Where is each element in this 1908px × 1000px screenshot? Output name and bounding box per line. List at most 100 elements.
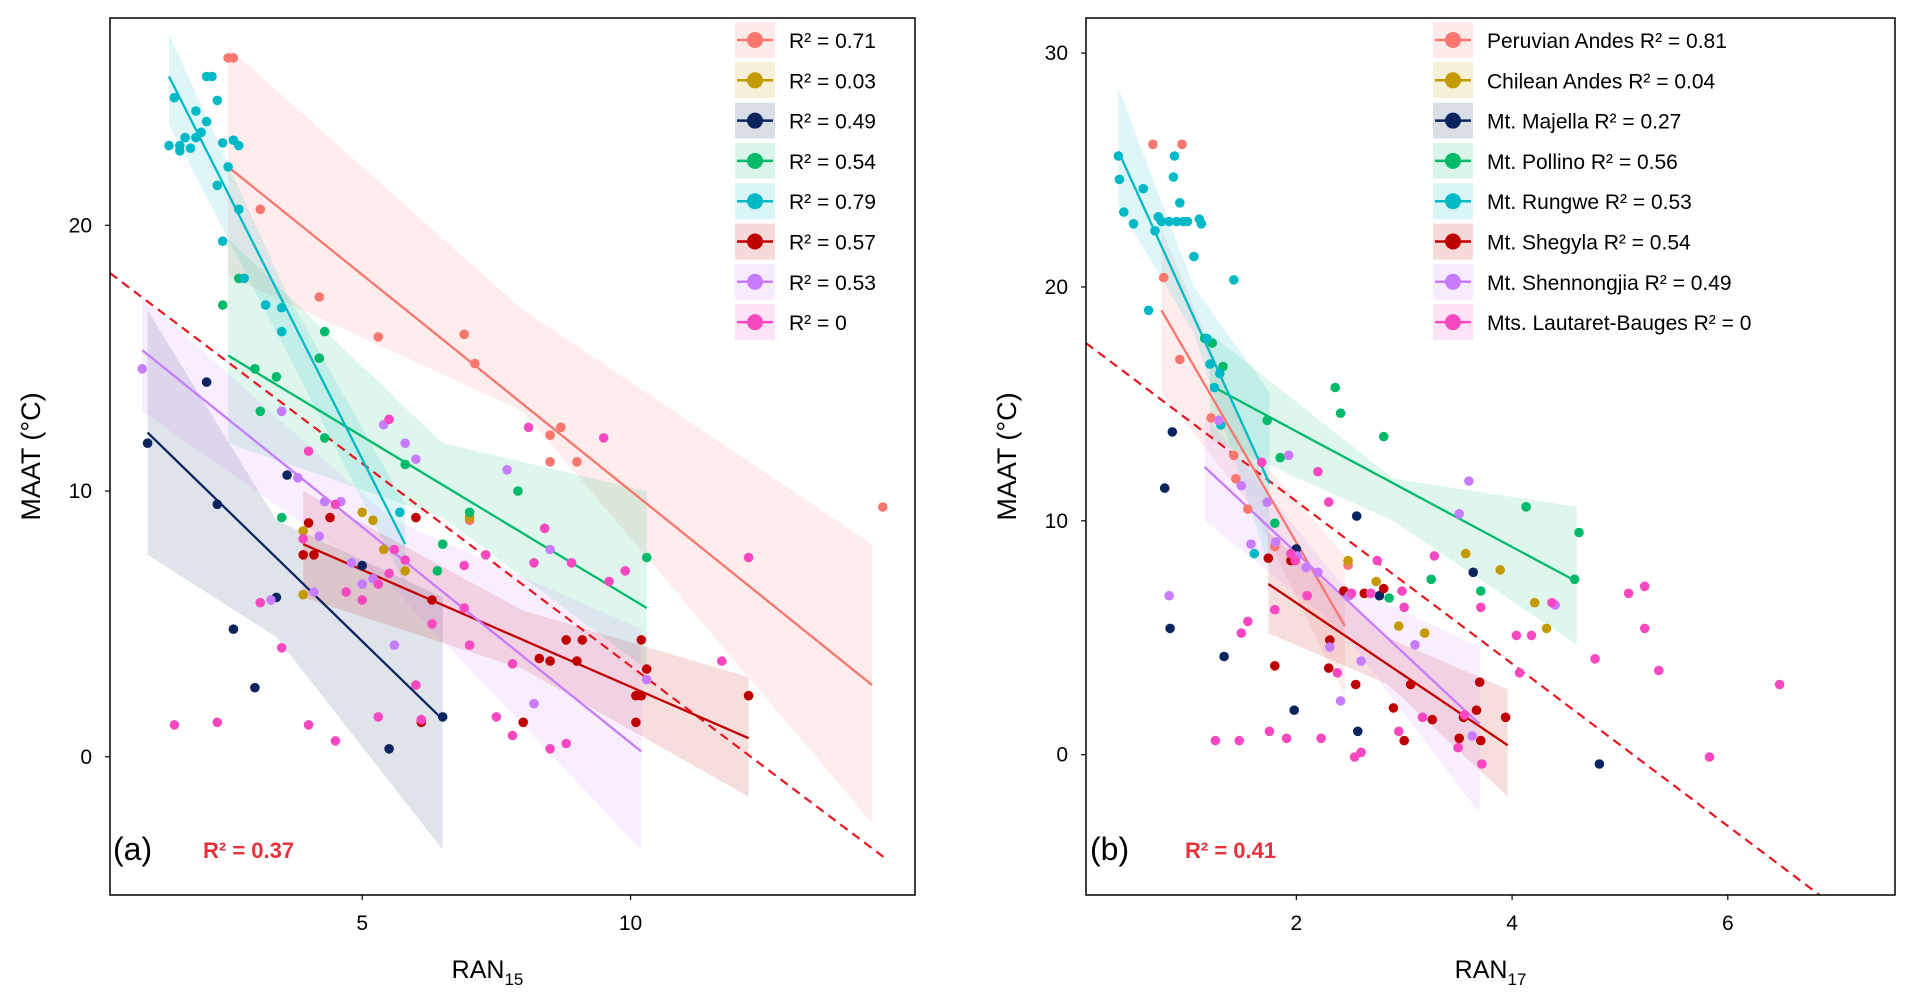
point-r-0 bbox=[717, 656, 727, 666]
point-peruvian-andes-r-0-81 bbox=[1148, 139, 1158, 150]
point-r-0 bbox=[620, 566, 630, 576]
point-mt-majella-r-0-27 bbox=[1289, 705, 1299, 715]
point-r-0 bbox=[357, 595, 368, 605]
point-r-0-54 bbox=[464, 507, 475, 518]
point-r-0-71 bbox=[459, 329, 470, 340]
point-r-0-53 bbox=[545, 544, 555, 555]
point-r-0-57 bbox=[518, 717, 528, 728]
point-r-0 bbox=[598, 433, 609, 443]
x-tick-label: 5 bbox=[356, 912, 368, 935]
point-mt-shegyla-r-0-54 bbox=[1263, 553, 1274, 563]
legend-entry-r-0-79: R² = 0.79 bbox=[735, 183, 876, 220]
point-r-0-54 bbox=[271, 372, 282, 382]
panel-b-x-axis-label: RAN17 bbox=[1455, 956, 1527, 989]
ci-band-mt-rungwe-r-0-53 bbox=[1118, 88, 1270, 568]
point-r-0-03 bbox=[357, 507, 368, 518]
point-r-0-54 bbox=[314, 353, 325, 364]
legend-entry-r-0-03: R² = 0.03 bbox=[735, 62, 876, 99]
fit-line-r-0-49 bbox=[146, 431, 444, 721]
point-r-0 bbox=[330, 499, 341, 510]
legend-label: R² = 0.79 bbox=[789, 191, 876, 214]
point-r-0-71 bbox=[545, 457, 555, 467]
point-mt-rungwe-r-0-53 bbox=[1143, 305, 1154, 316]
point-chilean-andes-r-0-04 bbox=[1371, 576, 1381, 587]
point-r-0-79 bbox=[234, 204, 244, 215]
point-mt-pollino-r-0-56 bbox=[1574, 527, 1584, 538]
point-mts-lautaret-bauges-r-0 bbox=[1547, 597, 1557, 608]
point-r-0-49 bbox=[282, 470, 292, 480]
legend-label: Mt. Shegyla R² = 0.54 bbox=[1487, 232, 1691, 255]
point-mts-lautaret-bauges-r-0 bbox=[1476, 602, 1486, 613]
point-r-0-53 bbox=[276, 406, 287, 417]
legend-key-marker bbox=[747, 112, 763, 129]
point-r-0 bbox=[464, 640, 475, 650]
panel-b-x-ticks: 2 4 6 bbox=[1290, 895, 1734, 935]
point-r-0-71 bbox=[545, 430, 555, 441]
point-r-0-57 bbox=[561, 635, 571, 645]
point-r-0-54 bbox=[319, 326, 330, 337]
panel-a-overall-fit bbox=[110, 272, 889, 862]
point-mt-pollino-r-0-56 bbox=[1330, 382, 1340, 393]
point-mts-lautaret-bauges-r-0 bbox=[1394, 726, 1404, 737]
point-mt-rungwe-r-0-53 bbox=[1113, 151, 1124, 161]
point-mt-shennongjia-r-0-49 bbox=[1301, 562, 1311, 573]
point-r-0-53 bbox=[529, 698, 539, 709]
point-r-0 bbox=[743, 552, 754, 563]
point-r-0-71 bbox=[228, 53, 239, 63]
panel-a-y-ticks: 0 10 20 bbox=[69, 214, 110, 769]
point-mt-pollino-r-0-56 bbox=[1569, 574, 1580, 585]
point-r-0-79 bbox=[217, 236, 228, 246]
fit-line-r-0-71 bbox=[227, 165, 873, 686]
point-r-0 bbox=[459, 603, 470, 613]
point-mt-shegyla-r-0-54 bbox=[1378, 583, 1389, 594]
point-r-0-03 bbox=[368, 515, 378, 526]
legend-label: Mt. Majella R² = 0.27 bbox=[1487, 111, 1681, 134]
point-r-0-49 bbox=[250, 682, 260, 693]
point-mt-pollino-r-0-56 bbox=[1275, 452, 1285, 463]
point-mts-lautaret-bauges-r-0 bbox=[1243, 616, 1253, 627]
panel-a-points bbox=[137, 53, 888, 754]
legend-key-marker bbox=[1445, 314, 1461, 331]
legend-key-marker bbox=[1445, 193, 1461, 210]
point-r-0-53 bbox=[400, 438, 411, 449]
point-r-0-79 bbox=[207, 71, 217, 82]
legend-label: Mt. Rungwe R² = 0.53 bbox=[1487, 191, 1692, 214]
point-chilean-andes-r-0-04 bbox=[1541, 623, 1552, 634]
point-r-0-79 bbox=[164, 140, 174, 151]
point-chilean-andes-r-0-04 bbox=[1419, 628, 1430, 638]
legend-key-marker bbox=[1445, 32, 1461, 48]
point-r-0-57 bbox=[298, 550, 309, 560]
point-peruvian-andes-r-0-81 bbox=[1206, 413, 1216, 423]
point-r-0-53 bbox=[357, 579, 368, 589]
panel-b-legend: Peruvian Andes R² = 0.81 Chilean Andes R²… bbox=[1433, 22, 1751, 341]
point-r-0-79 bbox=[185, 143, 196, 153]
point-r-0 bbox=[566, 558, 577, 568]
point-mt-pollino-r-0-56 bbox=[1384, 593, 1394, 603]
point-r-0-53 bbox=[314, 531, 325, 541]
point-r-0 bbox=[427, 619, 437, 629]
point-mts-lautaret-bauges-r-0 bbox=[1397, 586, 1407, 596]
point-r-0-57 bbox=[534, 653, 545, 664]
point-r-0-53 bbox=[346, 558, 357, 568]
point-mt-majella-r-0-27 bbox=[1351, 511, 1362, 521]
point-r-0-53 bbox=[266, 595, 276, 605]
point-r-0 bbox=[523, 422, 534, 433]
panel-b-overall-r2: R² = 0.41 bbox=[1185, 838, 1276, 863]
point-r-0-57 bbox=[636, 635, 647, 645]
point-r-0-57 bbox=[325, 512, 335, 523]
point-r-0 bbox=[545, 744, 555, 754]
ci-band-mt-pollino-r-0-56 bbox=[1210, 333, 1577, 645]
overall-regression-line bbox=[110, 272, 889, 862]
point-mt-rungwe-r-0-53 bbox=[1249, 548, 1260, 559]
point-r-0-71 bbox=[255, 204, 266, 215]
point-r-0-03 bbox=[378, 544, 389, 555]
y-tick-label: 30 bbox=[1045, 42, 1068, 65]
point-r-0-57 bbox=[641, 664, 652, 674]
point-mt-shennongjia-r-0-49 bbox=[1335, 696, 1346, 706]
point-r-0 bbox=[212, 717, 223, 728]
point-r-0-79 bbox=[217, 138, 228, 148]
ci-band-r-0-49 bbox=[147, 310, 443, 850]
panel-a-legend: R² = 0.71 R² = 0.03 R² = 0.49 R² = 0.54 R² =… bbox=[735, 22, 876, 341]
legend-key-marker bbox=[747, 193, 763, 210]
point-r-0 bbox=[169, 720, 180, 730]
